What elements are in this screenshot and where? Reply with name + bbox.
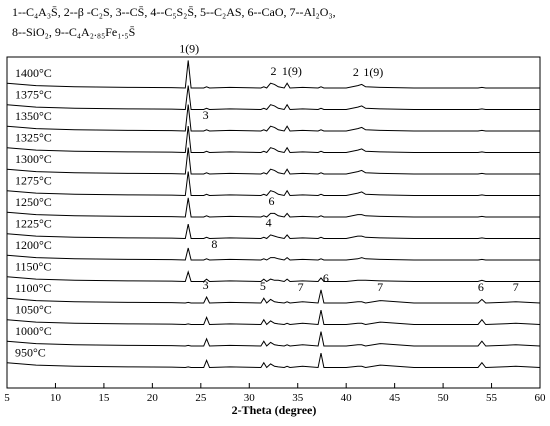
trace: [6, 289, 541, 304]
trace: [6, 353, 541, 369]
peak-label: 3: [203, 278, 209, 292]
series-label: 950°C: [15, 346, 46, 360]
x-tick-label: 45: [389, 392, 401, 404]
x-tick-label: 30: [244, 392, 256, 404]
x-tick-label: 25: [195, 392, 207, 404]
legend-line: 8--SiO₂, 9--C₄A₂.₈₅Fe₁.₅S̄: [12, 25, 135, 39]
series-label: 1150°C: [15, 260, 51, 274]
x-tick-label: 60: [535, 392, 547, 404]
series-label: 1200°C: [15, 238, 52, 252]
peak-label: 5: [260, 279, 266, 293]
trace: [6, 331, 541, 347]
peak-label: 4: [266, 216, 272, 230]
series-label: 1300°C: [15, 152, 52, 166]
x-tick-label: 15: [98, 392, 110, 404]
peak-label: 7: [298, 280, 304, 294]
peak-label: 8: [211, 237, 217, 251]
trace: [6, 60, 540, 89]
x-tick-label: 5: [4, 392, 10, 404]
peak-label: 2: [271, 64, 277, 78]
series-label: 1050°C: [15, 303, 52, 317]
peak-label: 1(9): [179, 41, 199, 55]
peak-label: 6: [269, 194, 275, 208]
trace: [6, 85, 540, 111]
trace: [6, 310, 541, 326]
trace: [6, 247, 540, 261]
trace: [6, 126, 540, 154]
x-tick-label: 35: [292, 392, 304, 404]
legend-line: 1--C₄A₃S̄, 2--β -C₂S, 3--CS̄, 4--C₅S₂S̄,…: [12, 5, 336, 19]
peak-label: 1(9): [282, 64, 302, 78]
peak-label: 6: [323, 271, 329, 285]
series-label: 1000°C: [15, 324, 52, 338]
series-label: 1400°C: [15, 66, 52, 80]
peak-label: 1(9): [363, 65, 383, 79]
series-label: 1275°C: [15, 174, 52, 188]
trace: [6, 270, 540, 283]
x-tick-label: 10: [50, 392, 62, 404]
series-label: 1250°C: [15, 195, 52, 209]
trace: [6, 104, 540, 132]
peak-label: 7: [377, 280, 383, 294]
x-tick-label: 50: [438, 392, 450, 404]
x-tick-label: 40: [341, 392, 353, 404]
peak-label: 6: [478, 280, 484, 294]
series-label: 1350°C: [15, 109, 52, 123]
series-label: 1100°C: [15, 281, 51, 295]
trace: [6, 171, 540, 197]
series-label: 1325°C: [15, 131, 52, 145]
x-axis-label: 2-Theta (degree): [232, 403, 317, 417]
trace: [6, 224, 540, 240]
peak-label: 2: [353, 65, 359, 79]
peak-label: 7: [513, 280, 519, 294]
plot-frame: [6, 56, 541, 389]
x-tick-label: 20: [147, 392, 159, 404]
series-label: 1375°C: [15, 88, 52, 102]
trace: [6, 147, 540, 175]
x-tick-label: 55: [486, 392, 498, 404]
trace: [6, 197, 540, 218]
series-label: 1225°C: [15, 217, 52, 231]
peak-label: 3: [203, 108, 209, 122]
